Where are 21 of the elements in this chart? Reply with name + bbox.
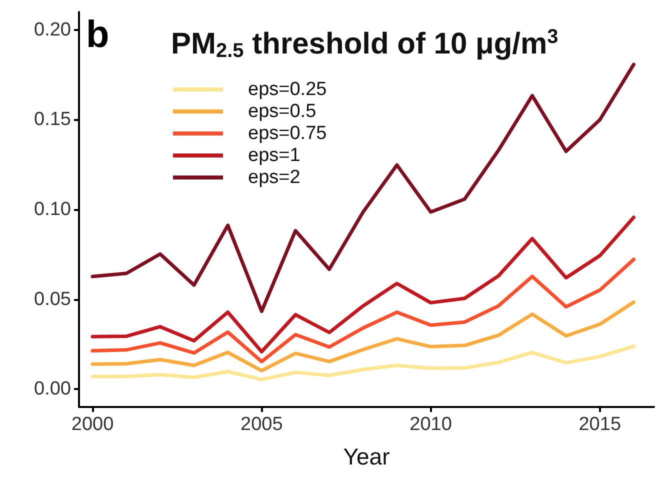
legend-label: eps=2: [248, 167, 300, 188]
legend-label: eps=0.75: [248, 123, 327, 144]
annotation: b: [86, 14, 110, 56]
y-tick-label: 0.15: [34, 109, 71, 130]
x-tick-label: 2010: [410, 414, 452, 435]
y-tick-label: 0.20: [34, 19, 71, 40]
x-tick-label: 2015: [578, 414, 622, 435]
line-series: [90, 344, 636, 382]
line-series: [90, 300, 636, 372]
line-series: [90, 216, 636, 354]
y-tick-label: 0.05: [34, 288, 71, 310]
x-axis-title: Year: [343, 444, 390, 470]
legend-label: eps=0.25: [248, 79, 327, 100]
line-series: [90, 258, 636, 364]
line-series: [90, 62, 636, 314]
legend-label: eps=1: [248, 145, 300, 166]
legend-label: eps=0.5: [248, 101, 316, 122]
y-tick-label: 0.10: [34, 199, 71, 220]
y-tick-label: 0.00: [34, 378, 71, 400]
x-tick-label: 2000: [71, 414, 114, 435]
x-tick-label: 2005: [240, 414, 283, 435]
